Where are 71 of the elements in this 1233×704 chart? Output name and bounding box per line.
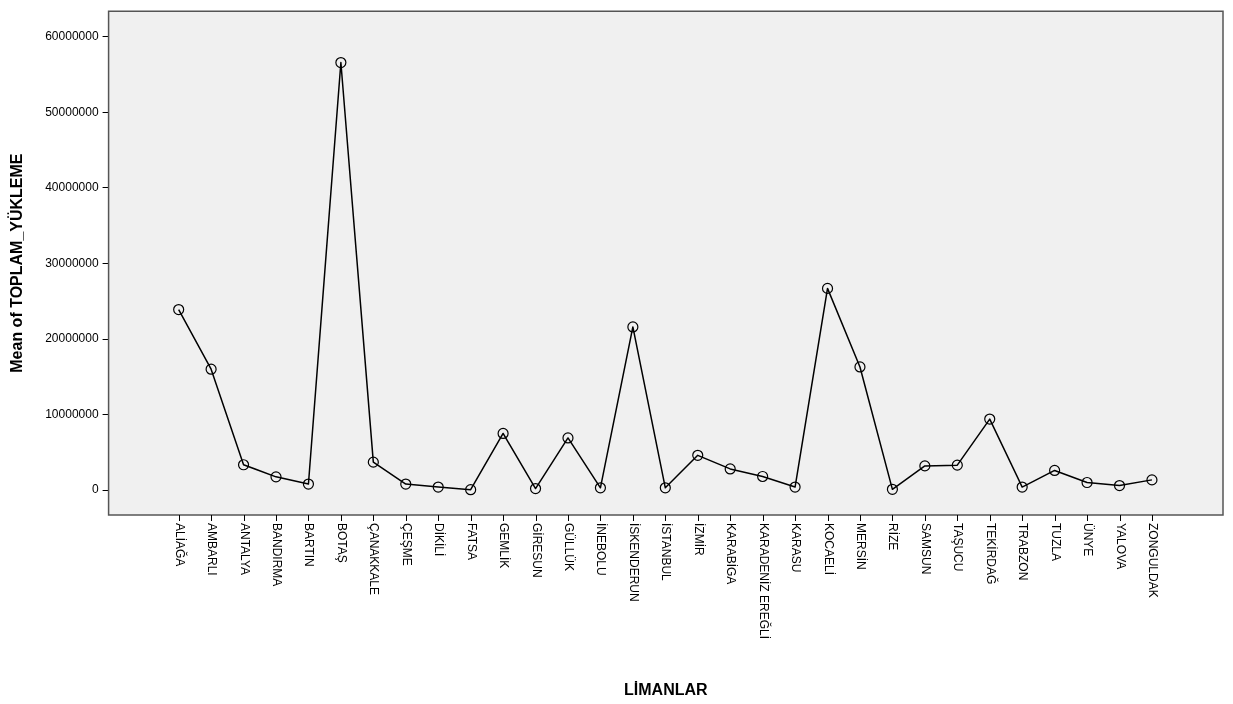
point xyxy=(886,483,899,495)
point xyxy=(692,449,704,461)
point xyxy=(757,470,769,483)
point xyxy=(237,459,250,471)
point xyxy=(562,432,574,444)
y-tick-label: 30000000 xyxy=(45,255,99,270)
point xyxy=(951,459,963,471)
point xyxy=(529,482,542,495)
x-tick-label: KARABİGA xyxy=(724,523,739,585)
x-tick-label: TEKİRDAĞ xyxy=(984,523,1000,585)
x-tick-label: KARADENİZ EREĞLİ xyxy=(757,523,773,640)
y-tick-label: 50000000 xyxy=(45,104,99,119)
point xyxy=(302,478,315,490)
x-axis-title: LİMANLAR xyxy=(624,681,709,698)
x-tick-label: ÜNYE xyxy=(1081,523,1096,557)
x-tick-label: DİKİLİ xyxy=(432,523,447,557)
x-tick-label: İNEBOLU xyxy=(594,523,609,576)
x-tick-label: ALİAĞA xyxy=(173,523,189,567)
x-tick-label: ZONGULDAK xyxy=(1146,523,1161,598)
point xyxy=(497,427,509,440)
x-tick-label: BANDIRMA xyxy=(270,523,285,587)
x-tick-label: ÇANAKKALE xyxy=(367,523,382,596)
y-tick-label: 40000000 xyxy=(45,180,99,195)
point xyxy=(432,481,444,493)
point xyxy=(724,463,736,475)
point xyxy=(984,413,996,425)
point xyxy=(919,460,931,472)
point xyxy=(1146,474,1158,486)
point xyxy=(854,361,866,373)
point xyxy=(465,484,477,496)
x-tick-label: ANTALYA xyxy=(238,523,253,576)
x-tick-label: YALOVA xyxy=(1114,523,1129,570)
x-tick-label: KOCAELİ xyxy=(822,523,837,576)
point xyxy=(367,456,379,468)
x-tick-label: AMBARLI xyxy=(205,523,220,576)
point xyxy=(594,482,607,494)
point xyxy=(1081,476,1093,489)
y-tick-label: 10000000 xyxy=(45,406,99,421)
x-tick-label: GEMLİK xyxy=(497,523,512,569)
x-tick-label: BOTAŞ xyxy=(335,523,350,563)
y-axis-title: Mean of TOPLAM_YÜKLEME xyxy=(7,153,26,373)
x-tick-label: BARTIN xyxy=(302,523,317,567)
x-tick-label: İZMİR xyxy=(692,523,707,556)
x-tick-label: GİRESUN xyxy=(530,523,545,578)
y-tick-label: 0 xyxy=(91,482,99,497)
point xyxy=(821,282,834,294)
x-tick-label: SAMSUN xyxy=(919,523,934,575)
point xyxy=(659,482,671,494)
point xyxy=(173,303,185,316)
point xyxy=(789,481,801,493)
point xyxy=(1049,464,1061,477)
x-tick-label: TAŞUCU xyxy=(951,523,966,572)
point xyxy=(400,478,412,490)
y-tick-label: 20000000 xyxy=(45,331,99,346)
x-tick-label: TUZLA xyxy=(1049,523,1064,562)
x-tick-label: FATSA xyxy=(465,523,480,561)
point xyxy=(627,321,639,333)
point xyxy=(1113,479,1126,492)
x-tick-label: ÇEŞME xyxy=(400,523,415,566)
x-tick-label: RİZE xyxy=(886,523,901,551)
point xyxy=(1016,481,1028,493)
point xyxy=(335,56,347,69)
y-tick-label: 60000000 xyxy=(45,29,99,44)
x-tick-label: MERSİN xyxy=(854,523,869,570)
x-tick-label: İSKENDERUN xyxy=(627,523,642,602)
x-tick-label: GÜLLÜK xyxy=(562,523,577,572)
x-tick-label: İSTANBUL xyxy=(659,523,674,582)
point xyxy=(205,363,217,375)
point xyxy=(270,471,282,483)
x-tick-label: TRABZON xyxy=(1016,523,1031,581)
x-tick-label: KARASU xyxy=(789,523,804,573)
